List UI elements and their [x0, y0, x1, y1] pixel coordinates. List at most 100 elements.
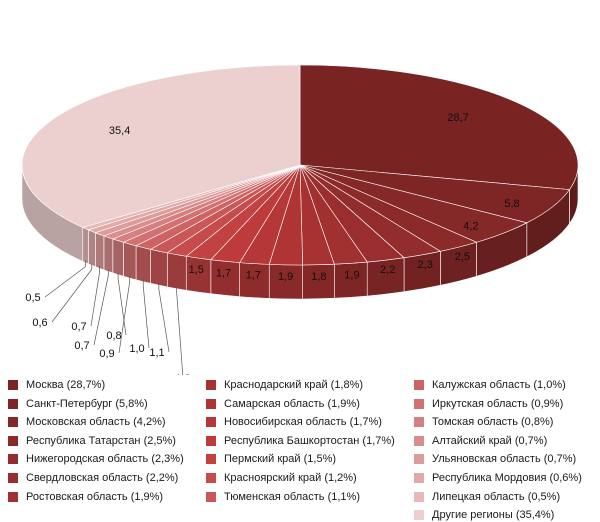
legend-swatch	[8, 417, 18, 428]
data-label: 1,1	[149, 347, 164, 359]
data-labels: 28,7 5,8 4,2 2,5 2,3 2,2 1,9 1,8 1,9 1,7 1,7 1,5 1,2…	[25, 112, 519, 375]
pie-slice-side	[82, 226, 89, 265]
legend-item: Пермский край (1,5%)	[206, 452, 336, 466]
legend-label: Томская область (0,8%)	[432, 416, 554, 429]
legend-swatch	[8, 473, 18, 483]
legend-label: Московская область (4,2%)	[26, 416, 166, 429]
data-label: 2,5	[455, 251, 470, 263]
legend-item: Республика Башкортостан (1,7%)	[206, 434, 395, 448]
leader-line	[176, 286, 184, 375]
pie-tops	[21, 64, 579, 266]
data-label: 1,9	[278, 271, 293, 283]
legend-item: Иркутская область (0,9%)	[414, 397, 563, 411]
data-label: 1,2	[175, 373, 190, 375]
legend-item: Краснодарский край (1,8%)	[206, 378, 363, 392]
pie-slice-side	[123, 241, 137, 281]
legend-label: Алтайский край (0,7%)	[432, 434, 548, 447]
legend-item: Новосибирская область (1,7%)	[206, 415, 382, 429]
legend-swatch	[414, 491, 424, 502]
legend-item: Нижегородская область (2,3%)	[8, 452, 184, 466]
pie-slice-side	[95, 232, 105, 271]
data-label: 1,8	[311, 271, 326, 283]
legend-label: Липецкая область (0,5%)	[432, 490, 561, 503]
legend-swatch	[206, 417, 216, 428]
legend-label: Нижегородская область (2,3%)	[26, 453, 184, 466]
legend-label: Ульяновская область (0,7%)	[432, 453, 577, 466]
pie-slice	[21, 64, 301, 228]
leader-line	[44, 260, 86, 298]
legend-item: Ульяновская область (0,7%)	[414, 452, 576, 466]
legend-swatch	[206, 398, 216, 409]
data-label: 0,5	[25, 292, 40, 304]
legend-swatch	[414, 380, 424, 390]
data-label: 28,7	[447, 112, 468, 124]
leader-line	[90, 266, 100, 327]
legend-swatch	[414, 473, 424, 483]
data-label: 0,7	[74, 340, 89, 352]
legend-swatch	[414, 398, 424, 409]
pie-slice-side	[150, 248, 168, 288]
legend-item: Свердловская область (2,2%)	[8, 471, 178, 485]
leader-line	[142, 279, 150, 349]
legend-label: Красноярский край (1,2%)	[224, 472, 357, 484]
legend-item: Республика Татарстан (2,5%)	[8, 434, 176, 448]
legend-label: Иркутская область (0,9%)	[432, 397, 564, 410]
legend-swatch	[206, 454, 216, 465]
legend-swatch	[8, 398, 18, 409]
legend-swatch	[8, 454, 18, 465]
legend-label: Москва (28,7%)	[26, 379, 106, 391]
legend-label: Республика Татарстан (2,5%)	[26, 434, 176, 447]
legend-item: Самарская область (1,9%)	[206, 397, 360, 411]
legend: Москва (28,7%) Санкт-Петербург (5,8%) Моск…	[0, 375, 600, 521]
pie-slice-side	[112, 238, 124, 277]
data-label: 0,7	[71, 321, 86, 333]
leader-line	[93, 269, 109, 346]
legend-item: Республика Мордовия (0,6%)	[414, 471, 582, 485]
legend-swatch	[414, 510, 424, 521]
legend-swatch	[206, 491, 216, 502]
legend-label: Свердловская область (2,2%)	[26, 472, 179, 484]
legend-swatch	[414, 435, 424, 446]
data-label: 1,9	[344, 269, 359, 281]
leader-line	[117, 272, 127, 336]
leader-line	[158, 283, 170, 353]
data-label: 0,9	[99, 348, 114, 360]
legend-label: Тюменская область (1,1%)	[224, 490, 360, 503]
legend-swatch	[414, 454, 424, 465]
data-label: 0,6	[32, 317, 47, 329]
legend-label: Новосибирская область (1,7%)	[224, 416, 382, 429]
pie-slice-side	[135, 245, 151, 284]
pie-slice-side	[88, 229, 96, 268]
data-label: 5,8	[504, 198, 519, 210]
data-label: 4,2	[463, 221, 478, 233]
pie-slice-side	[103, 235, 114, 274]
pie-slice	[299, 64, 579, 190]
leader-line	[118, 276, 131, 354]
legend-swatch	[206, 473, 216, 483]
legend-swatch	[8, 435, 18, 446]
data-label: 1,7	[246, 270, 261, 282]
legend-swatch	[8, 380, 18, 390]
data-label: 0,8	[106, 330, 121, 342]
legend-label: Ростовская область (1,9%)	[26, 490, 164, 503]
leader-line	[51, 263, 93, 323]
legend-item: Калужская область (1,0%)	[414, 378, 566, 392]
legend-label: Санкт-Петербург (5,8%)	[26, 397, 148, 410]
legend-item: Москва (28,7%)	[8, 378, 105, 392]
legend-item: Московская область (4,2%)	[8, 415, 166, 429]
legend-label: Пермский край (1,5%)	[224, 453, 337, 466]
data-label: 35,4	[109, 125, 130, 137]
legend-item: Санкт-Петербург (5,8%)	[8, 397, 148, 411]
legend-label: Калужская область (1,0%)	[432, 379, 566, 391]
pie-sides	[21, 164, 579, 300]
legend-item: Ростовская область (1,9%)	[8, 490, 163, 504]
legend-label: Республика Башкортостан (1,7%)	[224, 434, 395, 447]
legend-label: Краснодарский край (1,8%)	[224, 379, 364, 391]
legend-swatch	[8, 491, 18, 502]
data-label: 1,5	[189, 264, 204, 276]
data-label: 2,2	[380, 264, 395, 276]
legend-label: Самарская область (1,9%)	[224, 397, 360, 410]
legend-swatch	[414, 417, 424, 428]
data-label: 2,3	[418, 259, 433, 271]
legend-swatch	[206, 435, 216, 446]
